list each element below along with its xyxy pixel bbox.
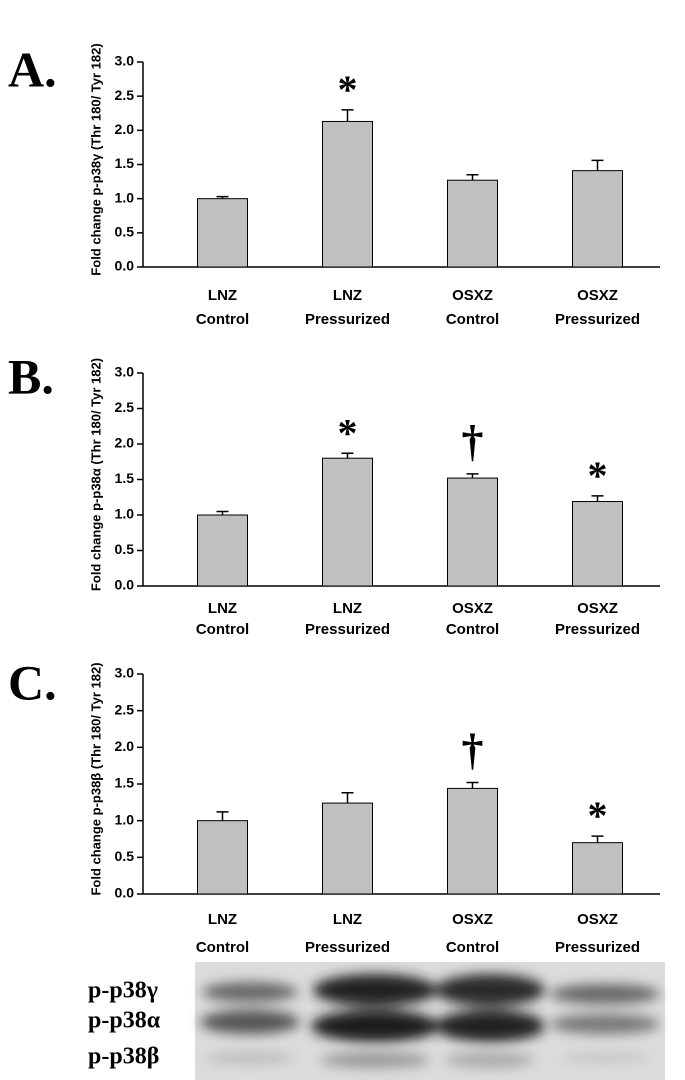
significance-marker: * bbox=[588, 793, 608, 838]
significance-marker: * bbox=[588, 453, 608, 498]
x-tick-label: LNZ bbox=[333, 600, 362, 617]
significance-marker: † bbox=[462, 726, 484, 775]
x-tick-label: OSXZ bbox=[577, 287, 618, 304]
x-tick-label: Pressurized bbox=[555, 311, 640, 328]
x-tick-label: OSXZ bbox=[577, 911, 618, 928]
y-tick-label: 0.0 bbox=[115, 577, 135, 593]
error-bar bbox=[341, 109, 354, 122]
bar bbox=[322, 457, 373, 587]
x-tick-label: Control bbox=[446, 311, 499, 328]
western-blot bbox=[195, 962, 665, 1080]
x-tick-label: OSXZ bbox=[452, 287, 493, 304]
y-tick-label: 2.5 bbox=[115, 701, 135, 717]
error-bar bbox=[466, 781, 479, 789]
y-tick-label: 1.5 bbox=[115, 155, 135, 171]
x-tick-label: Pressurized bbox=[555, 621, 640, 638]
bar bbox=[197, 820, 248, 895]
x-tick-label: OSXZ bbox=[577, 600, 618, 617]
x-tick-label: LNZ bbox=[208, 600, 237, 617]
bar bbox=[197, 198, 248, 268]
error-bar bbox=[591, 495, 604, 502]
y-tick-label: 1.5 bbox=[115, 775, 135, 791]
x-tick-label: Control bbox=[446, 621, 499, 638]
error-bar bbox=[591, 835, 604, 843]
x-tick-label: Pressurized bbox=[305, 939, 390, 956]
y-tick-label: 3.0 bbox=[115, 665, 135, 681]
panel-label: C. bbox=[8, 654, 57, 710]
y-tick-label: 2.0 bbox=[115, 435, 135, 451]
blot-label: p-p38α bbox=[88, 1008, 161, 1034]
x-tick-label: Control bbox=[196, 621, 249, 638]
bar bbox=[572, 501, 623, 587]
error-bar bbox=[466, 473, 479, 479]
y-tick-label: 1.0 bbox=[115, 189, 135, 205]
x-tick-label: LNZ bbox=[333, 911, 362, 928]
x-tick-label: LNZ bbox=[333, 287, 362, 304]
y-tick-label: 3.0 bbox=[115, 364, 135, 380]
y-axis-label: Fold change p-p38α (Thr 180/ Tyr 182) bbox=[88, 358, 103, 591]
y-tick-label: 2.5 bbox=[115, 399, 135, 415]
bar bbox=[447, 787, 498, 895]
bar bbox=[572, 170, 623, 268]
bar bbox=[322, 802, 373, 895]
error-bar bbox=[341, 792, 354, 804]
x-tick-label: Control bbox=[196, 311, 249, 328]
y-axis-label: Fold change p-p38γ (Thr 180/ Tyr 182) bbox=[88, 43, 103, 275]
bar bbox=[572, 842, 623, 895]
blot-label: p-p38γ bbox=[88, 978, 158, 1004]
y-tick-label: 3.0 bbox=[115, 53, 135, 69]
error-bar bbox=[216, 195, 229, 199]
y-tick-label: 0.0 bbox=[115, 258, 135, 274]
error-bar bbox=[591, 159, 604, 171]
x-tick-label: Control bbox=[196, 939, 249, 956]
error-bar bbox=[216, 811, 229, 821]
error-bar bbox=[341, 452, 354, 459]
y-axis-label: Fold change p-p38β (Thr 180/ Tyr 182) bbox=[88, 662, 103, 895]
significance-marker: * bbox=[338, 410, 358, 455]
x-tick-label: Pressurized bbox=[305, 621, 390, 638]
blot-label: p-p38β bbox=[88, 1044, 159, 1070]
y-tick-label: 2.0 bbox=[115, 738, 135, 754]
y-tick-label: 0.5 bbox=[115, 541, 135, 557]
bar bbox=[197, 514, 248, 587]
x-tick-label: LNZ bbox=[208, 287, 237, 304]
y-tick-label: 1.5 bbox=[115, 470, 135, 486]
y-tick-label: 1.0 bbox=[115, 811, 135, 827]
significance-marker: † bbox=[462, 417, 484, 466]
y-tick-label: 1.0 bbox=[115, 506, 135, 522]
x-tick-label: OSXZ bbox=[452, 911, 493, 928]
significance-marker: * bbox=[338, 67, 358, 112]
panel-label: A. bbox=[8, 41, 57, 97]
x-tick-label: LNZ bbox=[208, 911, 237, 928]
y-tick-label: 2.5 bbox=[115, 87, 135, 103]
x-tick-label: Pressurized bbox=[555, 939, 640, 956]
bar bbox=[447, 477, 498, 587]
y-tick-label: 0.5 bbox=[115, 224, 135, 240]
bar bbox=[322, 120, 373, 268]
x-tick-label: Pressurized bbox=[305, 311, 390, 328]
panel-label: B. bbox=[8, 348, 54, 404]
y-tick-label: 0.5 bbox=[115, 848, 135, 864]
x-tick-label: Control bbox=[446, 939, 499, 956]
bar bbox=[447, 179, 498, 268]
error-bar bbox=[466, 174, 479, 181]
x-tick-label: OSXZ bbox=[452, 600, 493, 617]
error-bar bbox=[216, 510, 229, 515]
y-tick-label: 2.0 bbox=[115, 121, 135, 137]
y-tick-label: 0.0 bbox=[115, 885, 135, 901]
